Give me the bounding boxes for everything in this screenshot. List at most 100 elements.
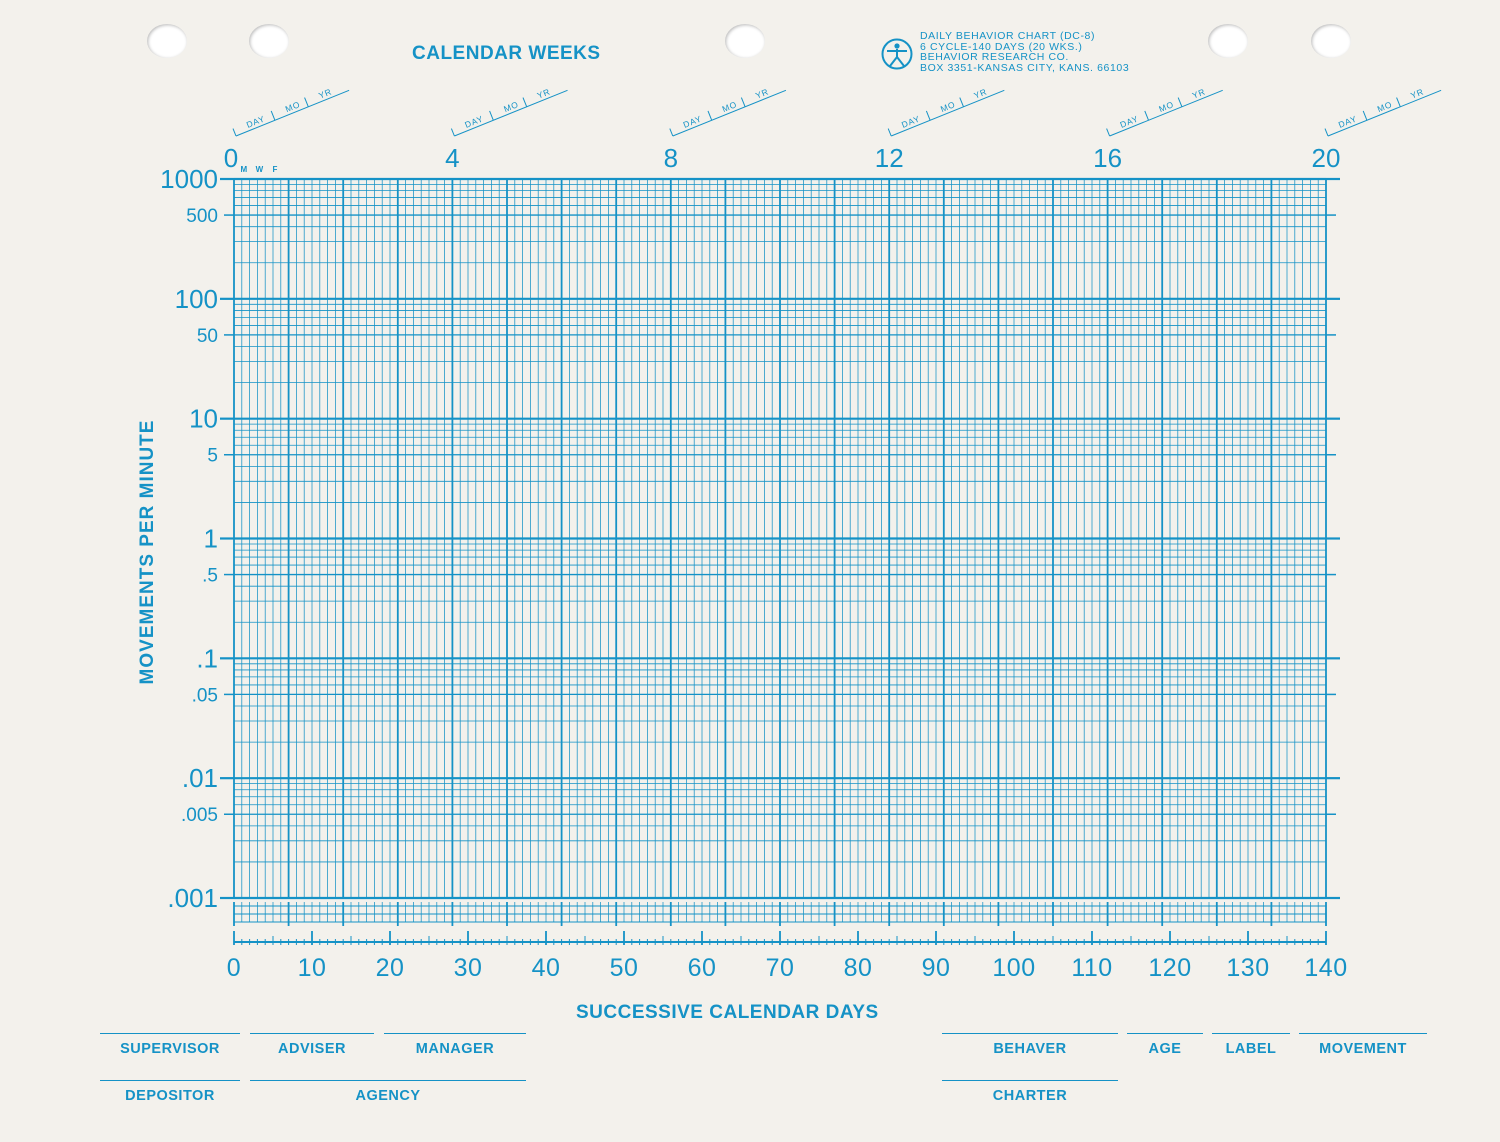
date-entry-divider[interactable] (489, 110, 494, 121)
date-entry-line[interactable] (672, 89, 787, 137)
date-entry-line[interactable] (1109, 89, 1223, 137)
date-entry-divider[interactable] (1106, 128, 1111, 137)
x-tick-label: 110 (1071, 954, 1112, 982)
adviser-field[interactable]: ADVISER (250, 1033, 374, 1057)
date-entry-divider[interactable] (450, 128, 455, 137)
date-month-label: MO (502, 99, 520, 114)
date-entry-divider[interactable] (270, 110, 276, 121)
date-month-label: MO (1376, 99, 1394, 114)
behaver-field[interactable]: BEHAVER (942, 1033, 1118, 1057)
date-entry-line[interactable] (1327, 89, 1442, 137)
y-tick-label: .1 (196, 643, 218, 673)
y-tick-label: .001 (167, 883, 218, 913)
date-month-label: MO (721, 99, 739, 114)
y-tick-label: .5 (202, 566, 218, 587)
binder-hole (725, 24, 765, 58)
week-tick-label: 12 (875, 143, 904, 173)
date-entry-divider[interactable] (669, 128, 674, 137)
date-entry-block: DAY MO YR (450, 86, 568, 137)
date-entry-block: DAY MO YR (669, 86, 787, 137)
date-day-label: DAY (1337, 113, 1359, 129)
date-entry-divider[interactable] (1362, 110, 1368, 121)
date-entry-line[interactable] (235, 89, 350, 137)
y-tick-label: 1000 (160, 164, 218, 194)
x-axis-title: SUCCESSIVE CALENDAR DAYS (576, 1002, 879, 1023)
date-entry-block: DAY MO YR (1106, 86, 1223, 137)
date-entry-divider[interactable] (1144, 110, 1150, 121)
date-month-label: MO (939, 99, 957, 114)
date-entry-divider[interactable] (232, 128, 237, 137)
y-tick-label: 500 (186, 206, 218, 227)
y-tick-label: 100 (175, 284, 218, 314)
date-day-label: DAY (1118, 113, 1140, 129)
x-tick-label: 120 (1148, 954, 1191, 982)
date-year-label: YR (972, 86, 988, 100)
date-entry-block: DAY MO YR (887, 86, 1005, 137)
x-tick-label: 50 (610, 954, 639, 982)
y-tick-label: 5 (207, 446, 218, 467)
date-day-label: DAY (900, 113, 922, 129)
day-marker-label: F (273, 165, 278, 174)
date-year-label: YR (536, 86, 552, 100)
calendar-weeks-title: CALENDAR WEEKS (412, 43, 601, 64)
movement-field[interactable]: MOVEMENT (1299, 1033, 1427, 1057)
x-tick-label: 80 (844, 954, 873, 982)
manager-field[interactable]: MANAGER (384, 1033, 526, 1057)
week-tick-label: 8 (664, 143, 678, 173)
date-month-label: MO (284, 99, 302, 114)
date-entry-line[interactable] (454, 89, 568, 137)
x-tick-label: 20 (376, 954, 405, 982)
chart-spec: 6 CYCLE-140 DAYS (20 WKS.) (920, 40, 1083, 53)
chart-name: DAILY BEHAVIOR CHART (DC-8) (920, 30, 1096, 42)
date-year-label: YR (317, 86, 333, 100)
y-tick-label: .01 (182, 763, 218, 793)
date-entry-line[interactable] (891, 89, 1005, 137)
binder-hole (1311, 24, 1351, 58)
x-tick-label: 100 (992, 954, 1035, 982)
date-entry-divider[interactable] (707, 110, 713, 121)
x-tick-label: 140 (1304, 954, 1347, 982)
y-tick-label: .005 (181, 805, 218, 826)
age-field[interactable]: AGE (1127, 1033, 1203, 1057)
publisher-address: BOX 3351-KANSAS CITY, KANS. 66103 (920, 61, 1130, 74)
x-tick-label: 10 (298, 954, 327, 982)
human-figure-icon (881, 38, 913, 70)
y-tick-label: 10 (189, 404, 218, 434)
date-entry-divider[interactable] (740, 97, 746, 107)
week-tick-label: 4 (445, 143, 459, 173)
x-tick-label: 130 (1226, 954, 1269, 982)
date-year-label: YR (1191, 86, 1207, 100)
day-marker-label: M (240, 165, 247, 174)
date-year-label: YR (1409, 86, 1425, 100)
date-entry-divider[interactable] (959, 97, 964, 107)
publisher-name: BEHAVIOR RESEARCH CO. (920, 51, 1069, 63)
agency-field[interactable]: AGENCY (250, 1080, 526, 1104)
y-axis-title: MOVEMENTS PER MINUTE (137, 419, 158, 685)
date-entry-block: DAY MO YR (232, 86, 350, 137)
date-entry-divider[interactable] (522, 97, 528, 107)
binder-hole (147, 24, 187, 58)
depositor-field[interactable]: DEPOSITOR (100, 1080, 240, 1104)
date-entry-block: DAY MO YR (1324, 86, 1442, 137)
date-month-label: MO (1157, 99, 1175, 114)
date-entry-divider[interactable] (1324, 128, 1329, 137)
date-day-label: DAY (682, 113, 704, 129)
y-tick-label: 50 (197, 326, 218, 347)
publisher-info: DAILY BEHAVIOR CHART (DC-8) 6 CYCLE-140 … (920, 31, 1129, 73)
y-tick-label: 1 (204, 524, 218, 554)
date-entry-divider[interactable] (304, 97, 309, 107)
x-tick-label: 60 (688, 954, 717, 982)
date-day-label: DAY (245, 113, 267, 129)
date-entry-divider[interactable] (925, 110, 931, 121)
date-entry-divider[interactable] (1177, 97, 1183, 107)
charter-field[interactable]: CHARTER (942, 1080, 1118, 1104)
binder-hole (249, 24, 289, 58)
date-entry-divider[interactable] (887, 128, 892, 137)
supervisor-field[interactable]: SUPERVISOR (100, 1033, 240, 1057)
label-field[interactable]: LABEL (1212, 1033, 1290, 1057)
x-tick-label: 90 (922, 954, 951, 982)
date-entry-divider[interactable] (1396, 97, 1401, 107)
date-year-label: YR (754, 86, 770, 100)
